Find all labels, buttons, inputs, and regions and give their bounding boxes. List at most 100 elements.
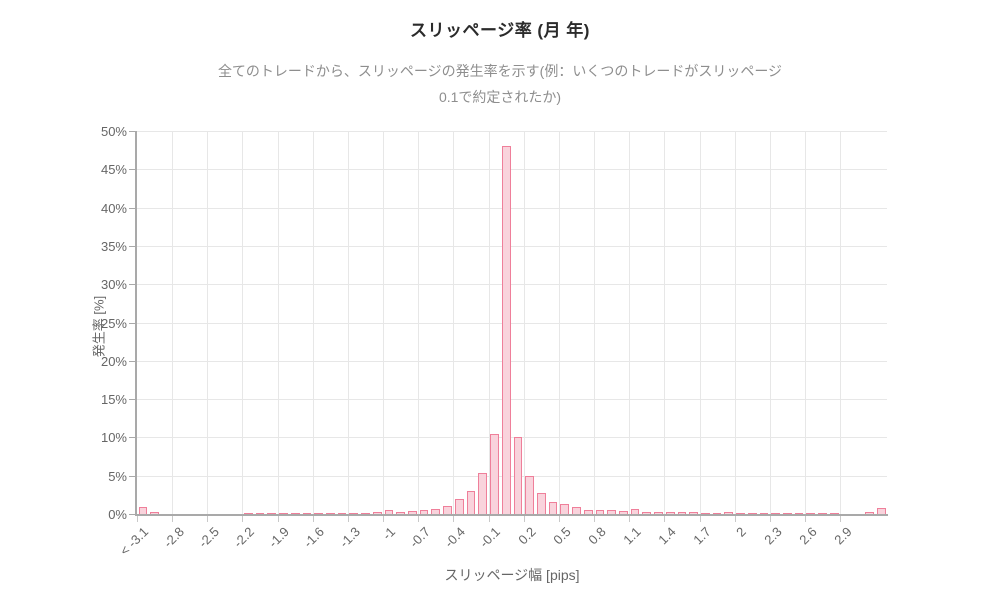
x-tick-label: -2.8 xyxy=(160,524,187,551)
y-tick-mark xyxy=(129,437,135,439)
y-tick-mark xyxy=(129,360,135,362)
histogram-bar xyxy=(548,501,558,514)
v-gridline xyxy=(488,131,490,514)
h-gridline xyxy=(137,322,887,324)
histogram-bar xyxy=(642,511,652,514)
histogram-bar xyxy=(290,513,300,514)
histogram-bar xyxy=(771,513,781,514)
x-tick-label: 1.1 xyxy=(620,524,644,548)
y-tick-label: 5% xyxy=(108,468,127,484)
v-gridline xyxy=(734,131,736,514)
histogram-bar xyxy=(783,513,792,514)
y-axis-line xyxy=(135,131,137,515)
histogram-bar xyxy=(443,505,452,514)
histogram-bar xyxy=(255,513,265,514)
histogram-bar xyxy=(513,437,523,514)
y-tick-label: 15% xyxy=(100,392,127,408)
histogram-bar xyxy=(314,512,323,514)
x-tick-label: 2.9 xyxy=(831,524,855,548)
histogram-bar xyxy=(419,509,429,514)
h-gridline xyxy=(137,360,887,362)
x-tick-label: 0.8 xyxy=(585,524,609,548)
plot-area: 発生率 [%] スリッページ幅 [pips] 0% 5% 10% 15% 20% 25% 3… xyxy=(92,125,888,583)
x-tick-mark xyxy=(840,516,842,522)
x-tick-label: 0.5 xyxy=(550,524,574,548)
v-gridline xyxy=(699,131,701,514)
h-gridline xyxy=(137,437,887,439)
x-tick-label: -2.5 xyxy=(195,524,222,551)
histogram-bar xyxy=(595,509,605,514)
x-tick-label: 1.7 xyxy=(690,524,715,548)
histogram-bar xyxy=(302,513,312,514)
histogram-bar xyxy=(478,473,488,514)
histogram-bar xyxy=(701,512,710,514)
x-tick-label: -2.2 xyxy=(230,524,258,551)
histogram-bar xyxy=(665,512,675,514)
v-gridline xyxy=(418,131,420,514)
h-gridline xyxy=(137,131,887,132)
v-gridline xyxy=(804,131,806,514)
y-tick-label: 50% xyxy=(100,124,127,139)
x-tick-label: 1.4 xyxy=(655,524,679,548)
x-tick-mark xyxy=(383,516,385,522)
v-gridline xyxy=(347,131,349,514)
histogram-bar xyxy=(279,512,288,514)
v-gridline xyxy=(172,131,174,514)
x-tick-label: 0.2 xyxy=(514,524,539,548)
histogram-bar xyxy=(677,512,687,514)
x-tick-mark xyxy=(453,516,455,522)
histogram-bar xyxy=(138,507,148,514)
x-tick-mark xyxy=(804,516,806,522)
x-axis-line xyxy=(135,514,888,516)
x-tick-mark xyxy=(769,516,771,522)
y-tick-label: 35% xyxy=(100,238,127,254)
histogram-bar xyxy=(829,513,839,514)
x-tick-label: < -3.1 xyxy=(117,524,152,559)
histogram-bar xyxy=(337,512,347,514)
y-tick-mark xyxy=(129,475,135,477)
x-tick-mark xyxy=(418,516,420,522)
histogram-bar xyxy=(759,513,769,514)
y-tick-label: 40% xyxy=(100,200,127,216)
histogram-bar xyxy=(243,513,253,514)
y-tick-label: 30% xyxy=(100,277,127,293)
x-tick-mark xyxy=(242,516,244,522)
v-gridline xyxy=(840,131,842,514)
v-gridline xyxy=(523,131,525,514)
x-tick-mark xyxy=(523,516,525,522)
h-gridline xyxy=(137,169,887,171)
histogram-bar xyxy=(630,509,640,514)
x-tick-mark xyxy=(558,516,560,522)
v-gridline xyxy=(453,131,455,514)
x-tick-mark xyxy=(699,516,701,522)
x-tick-label: -0.1 xyxy=(476,524,504,551)
y-tick-mark xyxy=(129,514,135,515)
histogram-bar xyxy=(818,513,827,514)
histogram-bar xyxy=(536,493,546,514)
histogram-bar xyxy=(150,511,159,514)
y-tick-mark xyxy=(129,131,135,132)
h-gridline xyxy=(137,284,887,286)
histogram-bar xyxy=(794,513,804,514)
subtitle-line-1: 全てのトレードから、スリッページの発生率を示す(例：いくつのトレードがスリッペー… xyxy=(217,63,783,79)
subtitle-line-2: 0.1で約定されたか) xyxy=(438,89,562,105)
x-tick-label: -1.6 xyxy=(300,524,328,551)
v-gridline xyxy=(629,131,631,514)
chart-subtitle: 全てのトレードから、スリッページの発生率を示す(例：いくつのトレードがスリッペー… xyxy=(0,58,1000,110)
histogram-bar xyxy=(396,511,406,514)
h-gridline xyxy=(137,475,887,477)
histogram-bar xyxy=(618,510,628,514)
x-tick-label: -1.9 xyxy=(265,524,293,551)
histogram-bar xyxy=(583,509,593,514)
histogram-bar xyxy=(384,510,394,514)
v-gridline xyxy=(277,131,279,514)
y-tick-label: 0% xyxy=(108,507,127,522)
y-tick-mark xyxy=(129,245,135,247)
y-tick-label: 10% xyxy=(100,430,127,446)
x-tick-mark xyxy=(207,516,209,522)
histogram-bar xyxy=(865,511,874,514)
histogram-bar xyxy=(736,512,745,514)
y-tick-mark xyxy=(129,169,135,171)
x-tick-mark xyxy=(488,516,490,522)
y-tick-mark xyxy=(129,284,135,286)
